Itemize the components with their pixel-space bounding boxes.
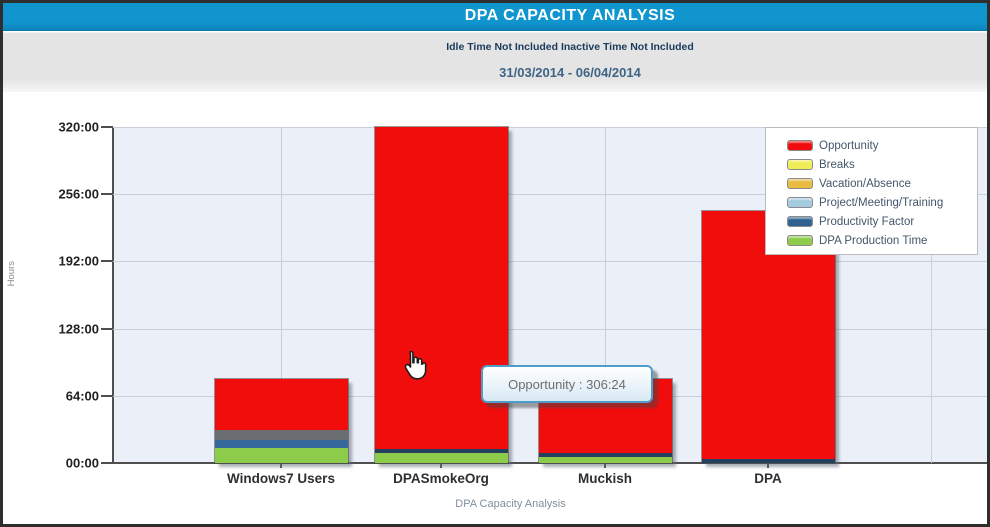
- legend-item-breaks[interactable]: Breaks: [787, 155, 977, 174]
- legend-swatch-icon: [787, 178, 813, 189]
- y-tick-label: 192:00: [58, 253, 99, 269]
- y-tick-mark: [101, 193, 113, 196]
- bar-segment-productivity-factor[interactable]: [214, 439, 348, 449]
- y-axis-title: Hours: [6, 261, 17, 287]
- h-gridline: [113, 127, 987, 128]
- h-gridline: [113, 261, 987, 263]
- legend-item-label: Opportunity: [819, 139, 879, 152]
- bar-dpasmokeorg[interactable]: [373, 126, 509, 464]
- y-tick-label: 128:00: [58, 321, 99, 337]
- x-category-label: Windows7 Users: [227, 471, 335, 486]
- x-tick-mark: [604, 464, 606, 468]
- h-gridline: [113, 194, 987, 196]
- legend-swatch-icon: [787, 140, 813, 151]
- legend-item-label: Project/Meeting/Training: [819, 196, 944, 209]
- legend-swatch-icon: [787, 235, 813, 246]
- y-tick-label: 256:00: [58, 186, 99, 202]
- x-category-label: DPA: [754, 471, 782, 486]
- x-category-label: DPASmokeOrg: [393, 471, 489, 486]
- window-titlebar: DPA CAPACITY ANALYSIS: [3, 3, 987, 31]
- bar-segment-productivity-factor[interactable]: [374, 448, 508, 453]
- h-gridline: [113, 328, 987, 330]
- bar-segment-dpa-production-time[interactable]: [374, 452, 508, 463]
- y-tick-label: 64:00: [65, 388, 99, 404]
- report-date-range: 31/03/2014 - 06/04/2014: [499, 65, 641, 80]
- x-tick-mark: [767, 464, 769, 468]
- legend-item-project-meeting-training[interactable]: Project/Meeting/Training: [787, 193, 977, 212]
- report-note: Idle Time Not Included Inactive Time Not…: [446, 41, 694, 53]
- x-tick-mark: [440, 464, 442, 468]
- v-gridline: [931, 127, 932, 463]
- bar-segment-productivity-factor[interactable]: [701, 458, 835, 463]
- x-axis-title: DPA Capacity Analysis: [455, 498, 566, 510]
- bar-windows7-users[interactable]: [213, 378, 349, 464]
- legend-item-label: Productivity Factor: [819, 215, 915, 228]
- y-tick-mark: [101, 462, 113, 464]
- x-category-label: Muckish: [577, 471, 633, 486]
- page-title: DPA CAPACITY ANALYSIS: [464, 7, 676, 24]
- hand-cursor-icon: [401, 349, 428, 386]
- x-axis-line: [105, 462, 987, 464]
- capacity-chart: Hours DPA Capacity Analysis Opportunity B…: [3, 92, 987, 524]
- legend-item-label: DPA Production Time: [819, 234, 928, 247]
- legend-swatch-icon: [787, 197, 813, 208]
- y-tick-label: 320:00: [58, 119, 99, 135]
- y-tick-mark: [101, 126, 113, 128]
- y-tick-mark: [101, 394, 113, 397]
- bar-segment-productivity-factor[interactable]: [538, 452, 672, 457]
- y-tick-mark: [101, 327, 113, 330]
- v-gridline: [605, 127, 606, 463]
- bar-segment-dpa-production-time[interactable]: [214, 448, 348, 463]
- tooltip-text: Opportunity : 306:24: [508, 376, 626, 392]
- chart-tooltip: Opportunity : 306:24: [481, 365, 653, 403]
- x-tick-mark: [280, 464, 282, 468]
- plot-area: Hours DPA Capacity Analysis Opportunity B…: [3, 3, 987, 524]
- legend-swatch-icon: [787, 159, 813, 170]
- legend-item-vacation-absence[interactable]: Vacation/Absence: [787, 174, 977, 193]
- legend-item-dpa-production-time[interactable]: DPA Production Time: [787, 231, 977, 250]
- legend-item-label: Vacation/Absence: [819, 177, 911, 190]
- legend-item-productivity-factor[interactable]: Productivity Factor: [787, 212, 977, 231]
- y-tick-label: 00:00: [65, 455, 99, 471]
- report-subheader: Idle Time Not Included Inactive Time Not…: [3, 32, 987, 92]
- legend-swatch-icon: [787, 216, 813, 227]
- legend-item-opportunity[interactable]: Opportunity: [787, 136, 977, 155]
- legend-item-label: Breaks: [819, 158, 855, 171]
- chart-legend: Opportunity Breaks Vacation/Absence Project…: [765, 127, 978, 255]
- v-gridline: [281, 127, 282, 463]
- bar-segment-opportunity[interactable]: [214, 379, 348, 431]
- bar-segment-project-meeting-training[interactable]: [214, 430, 348, 440]
- bar-segment-dpa-production-time[interactable]: [538, 456, 672, 463]
- y-tick-mark: [101, 260, 113, 263]
- y-axis-line: [112, 127, 114, 463]
